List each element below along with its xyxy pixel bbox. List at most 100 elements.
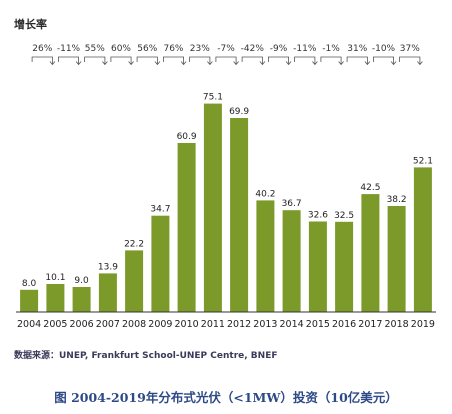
data-label-2017: 42.5 [360,183,380,193]
data-label-2014: 36.7 [282,199,302,209]
growth-arrowhead-2017 [364,61,371,66]
growth-arrow-2011 [189,56,211,64]
tick-label-2018: 2018 [385,319,409,330]
growth-arrowhead-2015 [312,61,318,66]
tick-label-2019: 2019 [411,319,435,330]
growth-arrow-2006 [58,56,79,64]
bar-2019 [413,167,432,312]
growth-rate-title: 增长率 [14,17,47,31]
growth-label-2016: -1% [322,44,340,54]
growth-label-2010: 76% [163,44,183,54]
tick-label-2015: 2015 [306,319,330,330]
data-label-2010: 60.9 [177,132,197,142]
growth-label-2019: 37% [400,44,420,54]
data-label-2016: 32.5 [334,211,354,221]
data-label-2008: 22.2 [124,239,144,249]
bar-2006 [72,287,91,312]
tick-label-2012: 2012 [227,319,251,330]
growth-arrowhead-2010 [180,61,187,66]
bar-2016 [335,221,354,312]
tick-label-2008: 2008 [122,319,146,330]
bar-2015 [308,221,327,312]
bar-2013 [256,200,275,312]
bar-2008 [125,250,144,312]
growth-label-2015: -11% [293,44,317,54]
bar-2005 [46,284,65,312]
bar-2012 [230,118,249,312]
growth-arrow-2016 [320,56,342,64]
tick-label-2016: 2016 [332,319,356,330]
growth-label-2018: -10% [372,44,396,54]
growth-arrowhead-2018 [390,61,397,66]
growth-arrowhead-2016 [338,61,344,66]
data-label-2018: 38.2 [387,195,407,205]
growth-label-2011: 23% [190,44,210,54]
growth-arrow-2012 [215,56,237,64]
data-label-2007: 13.9 [98,262,118,272]
growth-arrow-2014 [268,56,289,64]
bar-2004 [20,289,39,312]
data-label-2009: 34.7 [150,205,170,215]
figure-caption: 图 2004-2019年分布式光伏（<1MW）投资（10亿美元） [54,390,398,405]
tick-label-2010: 2010 [175,319,199,330]
data-label-2005: 10.1 [45,273,65,283]
bar-2010 [177,143,196,312]
bar-series: 8.0 10.1 9.0 13.9 22.2 34.7 60.9 75.1 69.9 40.2 36… [20,93,433,312]
growth-arrow-2015 [294,56,316,64]
tick-label-2011: 2011 [201,319,225,330]
growth-arrowhead-2011 [207,61,213,66]
growth-arrowhead-2012 [233,61,239,66]
data-label-2004: 8.0 [22,279,37,289]
tick-label-2005: 2005 [43,319,67,330]
growth-label-2008: 60% [111,44,131,54]
growth-arrowhead-2013 [259,61,266,66]
growth-arrowhead-2007 [102,61,108,66]
growth-arrow-2017 [346,56,368,64]
growth-arrowhead-2019 [417,61,423,66]
data-label-2015: 32.6 [308,211,328,221]
tick-label-2006: 2006 [70,319,94,330]
growth-arrow-2010 [163,56,184,64]
bar-2017 [361,194,380,312]
growth-arrow-2019 [399,56,421,64]
growth-arrowhead-2014 [285,61,292,66]
growth-rate-row: 26% -11% 55% 60% 56% 76% 23% -7% -42% -9% -11% -1% 3… [31,44,423,66]
growth-label-2013: -42% [241,44,265,54]
tick-label-2017: 2017 [358,319,382,330]
growth-label-2006: -11% [57,44,81,54]
data-label-2019: 52.1 [413,156,433,166]
growth-arrow-2018 [373,56,394,64]
growth-arrowhead-2008 [128,61,134,66]
bar-2018 [387,206,406,312]
growth-arrow-2013 [241,56,263,64]
bar-2014 [282,210,301,312]
bar-2011 [203,103,222,312]
data-label-2013: 40.2 [255,189,275,199]
growth-arrowhead-2005 [49,61,56,66]
growth-arrowhead-2009 [154,61,161,66]
tick-label-2007: 2007 [96,319,120,330]
data-label-2012: 69.9 [229,107,249,117]
data-label-2006: 9.0 [74,276,89,286]
x-axis-ticks: 2004 2005 2006 2007 2008 2009 2010 2011 2012 2013… [17,319,435,330]
growth-arrow-2005 [31,56,53,64]
data-label-2011: 75.1 [203,93,223,103]
tick-label-2014: 2014 [280,319,304,330]
tick-label-2009: 2009 [148,319,172,330]
growth-arrowhead-2006 [75,61,82,66]
growth-arrow-2007 [84,56,106,64]
growth-label-2007: 55% [85,44,105,54]
growth-label-2009: 56% [137,44,157,54]
growth-label-2012: -7% [217,44,235,54]
growth-label-2017: 31% [347,44,367,54]
growth-label-2014: -9% [270,44,288,54]
growth-label-2005: 26% [32,44,52,54]
growth-arrow-2009 [136,56,158,64]
bar-2007 [98,273,117,312]
growth-arrow-2008 [110,56,132,64]
source-note: 数据来源：UNEP, Frankfurt School-UNEP Centre,… [14,349,278,361]
tick-label-2004: 2004 [17,319,41,330]
tick-label-2013: 2013 [253,319,277,330]
bar-2009 [151,215,170,312]
